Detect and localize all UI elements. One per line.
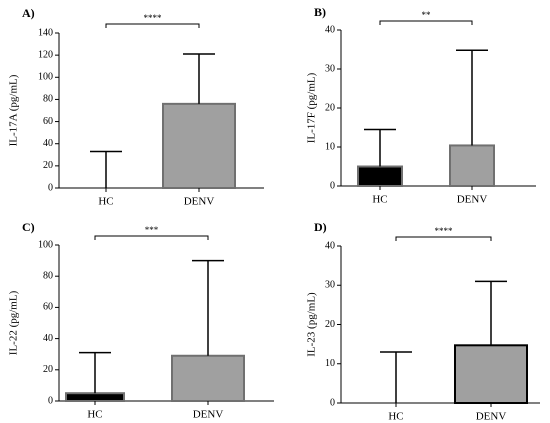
bar (357, 165, 403, 187)
y-tick-label: 10 (325, 358, 335, 369)
x-tick-label: HC (372, 194, 387, 206)
significance-bracket (395, 236, 492, 241)
y-tick-label: 60 (43, 116, 53, 127)
x-tick-label: DENV (476, 411, 507, 423)
x-tick-label: DENV (193, 409, 224, 421)
y-tick-label: 40 (325, 240, 335, 251)
y-tick-label: 0 (48, 182, 53, 193)
y-tick-label: 20 (325, 319, 335, 330)
y-tick-label: 100 (38, 72, 53, 83)
significance-label: *** (145, 225, 159, 235)
y-tick-label: 80 (43, 270, 53, 281)
bar (162, 102, 236, 189)
significance-bracket (94, 235, 209, 240)
panel-label: B) (314, 5, 326, 19)
y-tick-label: 10 (325, 141, 335, 152)
y-tick-label: 0 (330, 397, 335, 408)
y-tick-label: 0 (48, 395, 53, 406)
y-axis-label: IL-17A (pg/mL) (8, 74, 20, 146)
y-tick-label: 40 (43, 333, 53, 344)
significance-label: **** (435, 226, 454, 236)
significance-label: ** (422, 10, 432, 20)
bar (449, 144, 495, 188)
significance-label: **** (144, 13, 163, 23)
x-tick-label: HC (98, 196, 113, 208)
y-tick-label: 60 (43, 302, 53, 313)
x-tick-label: DENV (457, 194, 488, 206)
y-tick-label: 30 (325, 280, 335, 291)
y-axis-label: IL-23 (pg/mL) (306, 292, 318, 357)
significance-bracket (105, 23, 200, 28)
y-tick-label: 0 (330, 180, 335, 191)
x-tick-label: HC (388, 411, 403, 423)
y-tick-label: 40 (325, 24, 335, 35)
y-tick-label: 100 (38, 239, 53, 250)
panel-label: A) (22, 6, 35, 20)
panel-label: C) (22, 220, 35, 234)
y-axis-label: IL-17F (pg/mL) (306, 72, 318, 143)
bar (454, 344, 528, 404)
y-tick-label: 140 (38, 27, 53, 38)
significance-bracket (379, 20, 473, 25)
y-tick-label: 20 (43, 160, 53, 171)
y-tick-label: 40 (43, 138, 53, 149)
y-tick-label: 20 (325, 102, 335, 113)
bar (171, 354, 245, 403)
bar (65, 392, 125, 403)
y-tick-label: 20 (43, 364, 53, 375)
y-tick-label: 80 (43, 94, 53, 105)
y-tick-label: 120 (38, 49, 53, 60)
x-tick-label: HC (87, 409, 102, 421)
y-tick-label: 30 (325, 63, 335, 74)
panel-label: D) (314, 220, 327, 234)
x-tick-label: DENV (184, 196, 215, 208)
y-axis-label: IL-22 (pg/mL) (8, 290, 20, 355)
